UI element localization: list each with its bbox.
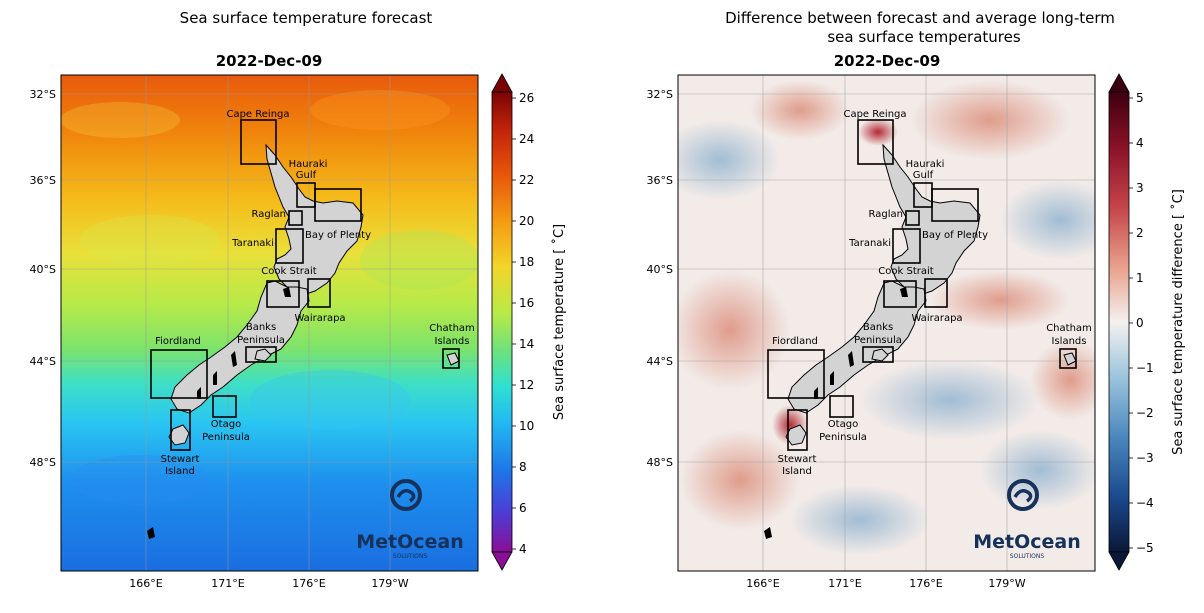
right-region-labels: Cape Reinga Hauraki Gulf Raglan Bay of P… [772,109,1092,477]
left-colorbar: 26 24 22 20 18 16 14 12 10 8 6 4 Sea sur… [491,73,567,571]
label-otago: Otago [211,419,241,430]
svg-text:36°S: 36°S [647,174,673,187]
svg-text:Otago: Otago [828,419,858,430]
svg-text:10: 10 [519,419,534,433]
svg-text:−3: −3 [1136,451,1154,465]
svg-text:Hauraki: Hauraki [906,159,945,170]
svg-text:Gulf: Gulf [913,170,934,181]
svg-text:48°S: 48°S [30,456,56,469]
svg-text:Island: Island [782,466,812,477]
left-colorbar-ticks: 26 24 22 20 18 16 14 12 10 8 6 4 [519,91,534,556]
svg-text:Cook Strait: Cook Strait [878,266,933,277]
svg-text:48°S: 48°S [647,456,673,469]
svg-text:6: 6 [519,501,527,515]
svg-text:−4: −4 [1136,496,1154,510]
right-colorbar-label: Sea surface temperature difference [ ˚C] [1170,189,1186,455]
svg-text:0: 0 [1136,316,1144,330]
svg-text:4: 4 [519,542,527,556]
left-colorbar-label: Sea surface temperature [ ˚C] [551,224,567,420]
left-map [60,74,479,572]
svg-text:40°S: 40°S [647,263,673,276]
label-stewart: Stewart [161,454,200,465]
svg-text:−2: −2 [1136,406,1154,420]
svg-text:Islands: Islands [1052,336,1087,347]
label-cape-reinga: Cape Reinga [226,109,289,120]
svg-text:26: 26 [519,91,534,105]
svg-text:Bay of Plenty: Bay of Plenty [922,230,988,241]
right-logo-name: MetOcean [973,531,1081,553]
svg-text:166°E: 166°E [746,577,779,590]
label-wairarapa: Wairarapa [294,313,345,324]
svg-text:16: 16 [519,296,534,310]
svg-text:44°S: 44°S [30,355,56,368]
svg-text:Chatham: Chatham [1046,323,1092,334]
label-peninsula-otago: Peninsula [202,432,250,443]
left-logo-name: MetOcean [356,531,464,553]
label-taranaki: Taranaki [231,238,274,249]
left-lon-labels: 166°E 171°E 176°E 179°W [129,577,409,590]
svg-text:Raglan: Raglan [869,209,903,220]
label-banks: Banks [246,322,276,333]
right-colorbar: 5 4 3 2 1 0 −1 −2 −3 −4 −5 Sea surface t… [1108,73,1186,571]
svg-text:12: 12 [519,378,534,392]
svg-text:176°E: 176°E [909,577,942,590]
right-lon-labels: 166°E 171°E 176°E 179°W [746,577,1026,590]
svg-text:5: 5 [1136,91,1144,105]
svg-text:171°E: 171°E [828,577,861,590]
svg-text:176°E: 176°E [292,577,325,590]
svg-text:36°S: 36°S [30,174,56,187]
svg-text:−5: −5 [1136,541,1154,555]
svg-text:8: 8 [519,460,527,474]
right-date: 2022-Dec-09 [834,52,941,70]
svg-text:−1: −1 [1136,361,1154,375]
left-lat-labels: 32°S 36°S 40°S 44°S 48°S [30,88,56,469]
svg-text:Stewart: Stewart [778,454,817,465]
label-hauraki: Hauraki [289,159,328,170]
svg-text:Cape Reinga: Cape Reinga [843,109,906,120]
svg-text:18: 18 [519,255,534,269]
svg-text:Banks: Banks [863,322,893,333]
right-logo-sub: SOLUTIONS [1010,553,1045,560]
svg-text:1: 1 [1136,271,1144,285]
label-bay-of-plenty: Bay of Plenty [305,230,371,241]
right-lat-labels: 32°S 36°S 40°S 44°S 48°S [647,88,673,469]
svg-text:4: 4 [1136,136,1144,150]
svg-text:22: 22 [519,173,534,187]
label-chatham: Chatham [429,323,475,334]
svg-text:179°W: 179°W [371,577,408,590]
svg-text:Peninsula: Peninsula [819,432,867,443]
svg-text:171°E: 171°E [211,577,244,590]
label-island: Island [165,466,195,477]
left-date: 2022-Dec-09 [216,52,323,70]
svg-text:32°S: 32°S [30,88,56,101]
right-map [677,74,1096,572]
label-raglan: Raglan [252,209,286,220]
label-islands: Islands [435,336,470,347]
svg-text:40°S: 40°S [30,263,56,276]
svg-text:179°W: 179°W [988,577,1025,590]
left-logo-sub: SOLUTIONS [393,553,428,560]
label-fiordland: Fiordland [155,336,201,347]
svg-text:166°E: 166°E [129,577,162,590]
right-title-line1: Difference between forecast and average … [725,9,1115,27]
right-title-line2: sea surface temperatures [827,28,1020,46]
left-title: Sea surface temperature forecast [180,9,433,27]
left-region-labels: Cape Reinga Hauraki Gulf Raglan Bay of P… [155,109,475,477]
right-colorbar-ticks: 5 4 3 2 1 0 −1 −2 −3 −4 −5 [1136,91,1154,555]
svg-text:3: 3 [1136,181,1144,195]
svg-text:Wairarapa: Wairarapa [911,313,962,324]
svg-text:20: 20 [519,214,534,228]
svg-text:44°S: 44°S [647,355,673,368]
svg-text:32°S: 32°S [647,88,673,101]
svg-text:14: 14 [519,337,534,351]
svg-text:2: 2 [1136,226,1144,240]
label-peninsula-banks: Peninsula [237,335,285,346]
svg-text:24: 24 [519,132,534,146]
label-gulf: Gulf [296,170,317,181]
svg-text:Fiordland: Fiordland [772,336,818,347]
svg-text:Peninsula: Peninsula [854,335,902,346]
label-cook-strait: Cook Strait [261,266,316,277]
svg-text:Taranaki: Taranaki [848,238,891,249]
